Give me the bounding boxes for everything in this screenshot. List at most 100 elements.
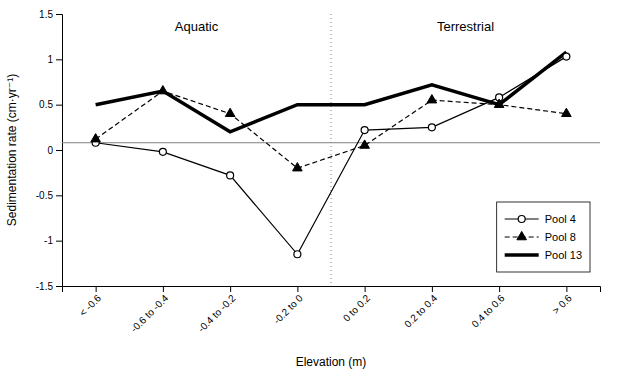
legend-box [497,202,590,272]
tick: 0 to 0.2 [341,286,373,324]
point [158,86,168,94]
tick-label: -1.5 [36,281,54,292]
tick-label: 1.5 [39,9,53,20]
tick-label: -0.2 to 0 [271,292,305,326]
tick: > 0.6 [550,286,574,316]
plot: < -0.6 -0.6 to -0.4 -0.4 to -0.2 -0.2 to 0 0… [36,9,601,335]
point-shape [428,124,435,131]
legend-item: Pool 4 [505,213,576,225]
tick-label: > 0.6 [550,292,574,316]
point [494,99,504,107]
legend-marker-shape [517,231,527,239]
legend-marker-shape [518,216,525,223]
tick-mark [56,105,62,106]
tick: 1 [47,54,62,65]
tick-mark [365,286,366,292]
series-line [96,52,567,132]
axis-line [63,287,601,293]
tick-mark [56,195,62,196]
tick-label: -0.6 to -0.4 [128,292,170,334]
legend-marker [518,216,525,223]
point-shape [563,53,570,60]
marks [62,14,600,286]
point-shape [494,99,504,107]
tick: -1.5 [36,281,62,292]
point [91,134,101,142]
tick-mark [163,286,164,292]
point [562,108,572,116]
tick-mark [56,241,62,242]
point-shape [361,127,368,134]
point [159,148,166,155]
legend-item: Pool 8 [505,231,576,243]
tick-mark [297,286,298,292]
series-line [96,91,567,168]
annotation: Terrestrial [437,19,494,34]
point-shape [159,148,166,155]
y-axis-title: Sedimentation rate (cm·yr⁻¹) [5,74,19,226]
tick-label: 0.2 to 0.4 [402,292,440,330]
point-shape [158,86,168,94]
chart: < -0.6 -0.6 to -0.4 -0.4 to -0.2 -0.2 to 0 0… [0,0,620,374]
legend-marker [517,231,527,239]
point [428,124,435,131]
legend-item: Pool 13 [505,249,582,261]
point [293,163,303,171]
tick: 0.2 to 0.4 [402,286,440,330]
point-shape [91,134,101,142]
tick-label: 0.4 to 0.6 [469,292,507,330]
tick: -0.2 to 0 [271,286,305,326]
tick-mark [432,286,433,292]
tick-mark [56,14,62,15]
tick-mark [499,286,500,292]
tick: -1 [44,235,62,246]
legend-label: Pool 8 [545,231,576,243]
point-shape [562,108,572,116]
tick: -0.5 [36,190,62,201]
tick-label: 0 to 0.2 [341,292,373,324]
tick: -0.4 to -0.2 [196,286,238,334]
tick-mark [56,286,62,287]
tick-label: -0.4 to -0.2 [196,292,238,334]
tick: 0 [47,145,62,156]
tick-mark [230,286,231,292]
point-shape [227,172,234,179]
tick-mark [566,286,567,292]
point [427,95,437,103]
point [227,172,234,179]
tick-mark [56,150,62,151]
point [361,127,368,134]
tick: 1.5 [39,9,62,20]
x-axis: < -0.6 -0.6 to -0.4 -0.4 to -0.2 -0.2 to 0 0… [63,286,601,334]
point-shape [225,108,235,116]
tick: 0.5 [39,99,62,110]
axis-line [56,15,63,287]
x-axis-title: Elevation (m) [296,355,367,369]
tick-mark [96,286,97,292]
point-shape [293,163,303,171]
y-axis: -1.5 -1 -0.5 0 0.5 1 1.5 [36,9,63,292]
series-line [96,57,567,255]
point-shape [427,95,437,103]
tick-label: 0 [47,145,53,156]
divider-line [331,14,332,286]
tick: < -0.6 [77,286,103,318]
tick-label: -0.5 [36,190,54,201]
legend: Pool 4 Pool 8 Pool 13 [497,202,590,272]
legend-label: Pool 13 [545,249,582,261]
tick: 0.4 to 0.6 [469,286,507,330]
legend-swatch [505,253,539,257]
tick-mark [56,59,62,60]
point-shape [294,251,301,258]
tick-label: -1 [44,235,53,246]
point [294,251,301,258]
point [563,53,570,60]
tick: -0.6 to -0.4 [128,286,170,334]
point-shape [360,140,370,148]
tick-label: 1 [47,54,53,65]
point [225,108,235,116]
tick-label: 0.5 [39,99,53,110]
annotation: Aquatic [175,19,219,34]
point [360,140,370,148]
legend-label: Pool 4 [545,213,576,225]
